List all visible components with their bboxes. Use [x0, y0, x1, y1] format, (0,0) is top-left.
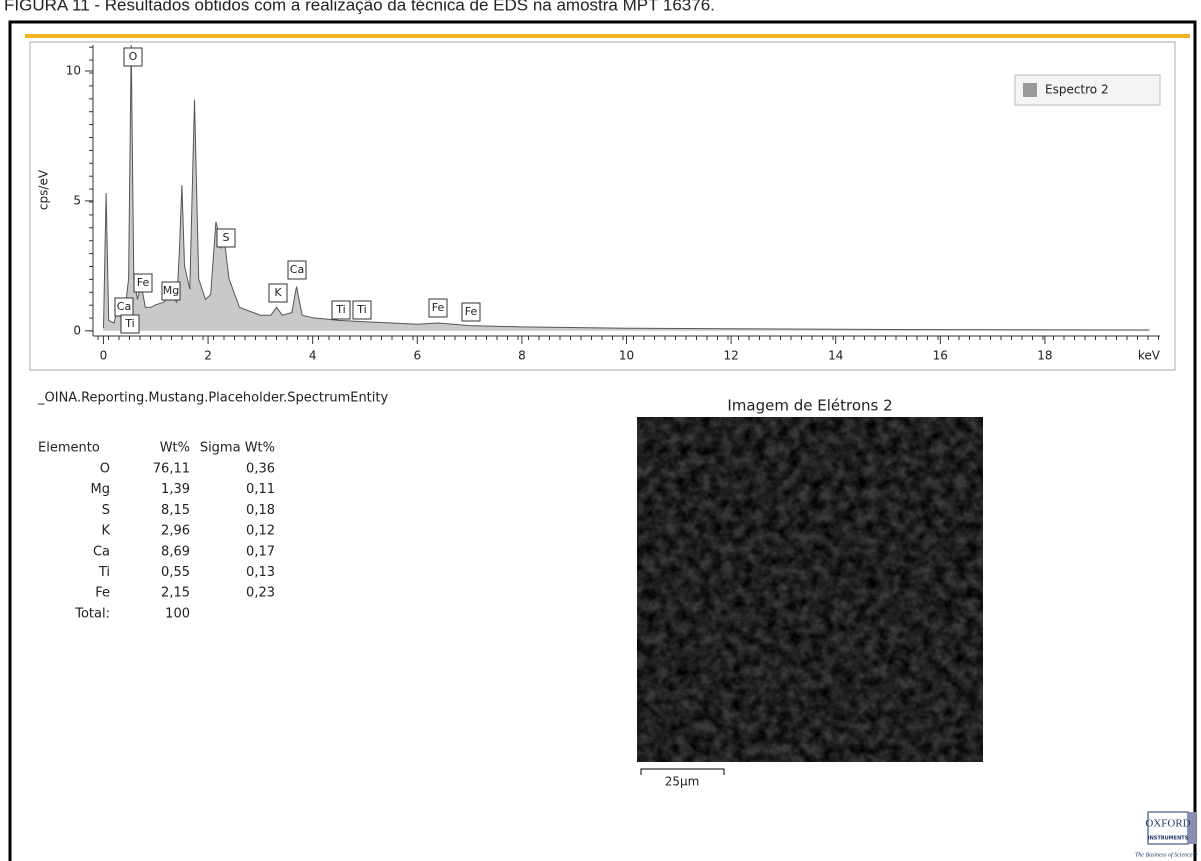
- peak-label: Ti: [335, 303, 345, 316]
- table-header: Sigma Wt%: [200, 441, 275, 456]
- legend-label: Espectro 2: [1045, 83, 1109, 97]
- table-cell: 2,96: [161, 524, 190, 539]
- x-tick-label: 16: [933, 349, 948, 363]
- accent-line: [25, 34, 1190, 38]
- table-cell: 8,15: [161, 503, 190, 518]
- table-cell: S: [102, 503, 110, 518]
- table-cell: Ca: [93, 544, 110, 559]
- table-cell: K: [101, 524, 110, 539]
- table-cell: Total:: [74, 606, 110, 621]
- table-cell: 1,39: [161, 482, 190, 497]
- x-tick-label: 6: [413, 349, 421, 363]
- image-title: Imagem de Elétrons 2: [727, 397, 892, 415]
- table-cell: O: [100, 462, 110, 477]
- x-tick-label: 10: [619, 349, 634, 363]
- table-cell: 0,36: [246, 462, 275, 477]
- logo-name: OXFORD: [1145, 818, 1190, 830]
- peak-label: Fe: [432, 301, 445, 314]
- table-cell: 0,13: [246, 565, 275, 580]
- y-tick-label: 0: [73, 323, 81, 337]
- table-cell: 0,18: [246, 503, 275, 518]
- x-tick-label: 2: [204, 349, 212, 363]
- x-tick-label: 14: [828, 349, 843, 363]
- y-tick-label: 5: [73, 193, 81, 207]
- legend-swatch: [1023, 83, 1037, 97]
- peak-label: Fe: [465, 305, 478, 318]
- table-cell: 8,69: [161, 544, 190, 559]
- peak-label: Mg: [163, 284, 179, 297]
- y-tick-label: 10: [66, 63, 81, 77]
- x-tick-label: 12: [723, 349, 738, 363]
- table-cell: 0,17: [246, 544, 275, 559]
- peak-label: O: [129, 50, 138, 63]
- peak-label: Fe: [137, 276, 150, 289]
- spectrum-entity: _OINA.Reporting.Mustang.Placeholder.Spec…: [37, 391, 388, 406]
- logo-sub: INSTRUMENTS: [1148, 836, 1189, 842]
- table-cell: 0,11: [246, 482, 275, 497]
- peak-label: Ca: [117, 300, 131, 313]
- peak-label: S: [223, 231, 230, 244]
- table-header: Wt%: [160, 441, 190, 456]
- page: FIGURA 11 - Resultados obtidos com a rea…: [0, 0, 1201, 861]
- peak-label: Ti: [124, 317, 134, 330]
- peak-label: Ti: [356, 303, 366, 316]
- sem-texture: [637, 417, 983, 762]
- table-cell: 0,55: [161, 565, 190, 580]
- x-tick-label: 4: [309, 349, 317, 363]
- x-tick-label: 0: [100, 349, 108, 363]
- table-cell: Ti: [98, 565, 110, 580]
- logo-tagline: The Business of Science®: [1135, 851, 1197, 858]
- x-tick-label: 8: [518, 349, 526, 363]
- scale-label: 25µm: [665, 775, 700, 789]
- x-axis-label: keV: [1138, 349, 1161, 363]
- page-canvas: FIGURA 11 - Resultados obtidos com a rea…: [0, 0, 1201, 861]
- results-table: Elemento Wt% Sigma Wt% O 76,11 0,36 Mg 1,39 0,11…: [38, 441, 275, 622]
- table-cell: 0,23: [246, 586, 275, 601]
- x-tick-label: 18: [1037, 349, 1052, 363]
- table-header: Elemento: [38, 441, 100, 456]
- peak-label: Ca: [290, 263, 304, 276]
- peak-label: K: [274, 286, 282, 299]
- table-cell: Fe: [95, 586, 110, 601]
- y-axis-label: cps/eV: [37, 169, 51, 210]
- caption: FIGURA 11 - Resultados obtidos com a rea…: [4, 0, 715, 14]
- table-cell: 76,11: [153, 462, 190, 477]
- table-cell: 0,12: [246, 524, 275, 539]
- table-cell: 100: [165, 606, 190, 621]
- table-cell: 2,15: [161, 586, 190, 601]
- table-cell: Mg: [91, 482, 110, 497]
